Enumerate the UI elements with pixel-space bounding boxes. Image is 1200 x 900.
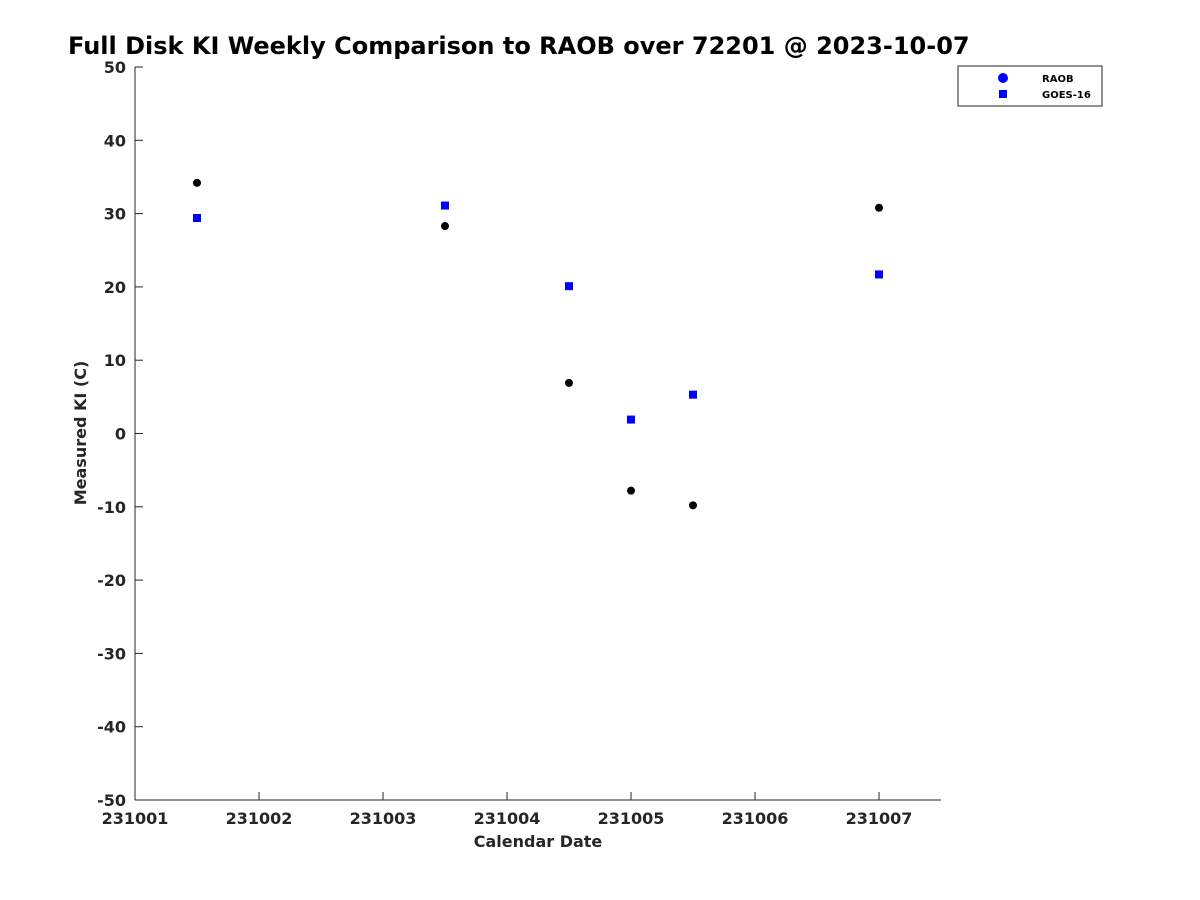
data-point-raob	[193, 178, 201, 187]
legend-box	[957, 65, 1103, 107]
x-tick-label: 231001	[102, 809, 169, 828]
y-tick-label: 30	[104, 205, 126, 224]
plot-marks	[193, 178, 883, 510]
chart-title: Full Disk KI Weekly Comparison to RAOB o…	[68, 32, 970, 60]
y-tick-label: -10	[97, 498, 126, 517]
data-point-goes-16	[441, 201, 449, 210]
y-tick-label: -20	[97, 571, 126, 590]
y-tick-label: -40	[97, 718, 126, 737]
y-tick-label: -30	[97, 644, 126, 663]
y-tick-label: 40	[104, 131, 126, 150]
x-tick-label: 231005	[598, 809, 665, 828]
y-axis-label: Measured KI (C)	[71, 361, 90, 506]
data-point-goes-16	[193, 213, 201, 222]
data-point-goes-16	[565, 282, 573, 291]
legend-marker-circle	[998, 73, 1008, 83]
x-tick-label: 231006	[722, 809, 789, 828]
x-tick-label: 231002	[226, 809, 293, 828]
data-point-raob	[441, 222, 449, 231]
series-goes-16	[193, 201, 883, 424]
data-point-raob	[875, 203, 883, 212]
data-point-goes-16	[689, 390, 697, 399]
y-tick-label: 10	[104, 351, 126, 370]
series-raob	[193, 178, 883, 510]
legend-label: GOES-16	[1042, 90, 1091, 101]
data-point-raob	[627, 486, 635, 495]
y-tick-label: -50	[97, 791, 126, 810]
y-tick-label: 50	[104, 58, 126, 77]
x-tick-label: 231003	[350, 809, 417, 828]
data-point-goes-16	[875, 270, 883, 279]
data-point-raob	[689, 501, 697, 510]
data-point-raob	[565, 378, 573, 387]
y-tick-label: 20	[104, 278, 126, 297]
x-axis-label: Calendar Date	[474, 832, 603, 851]
x-tick-label: 231004	[474, 809, 541, 828]
legend-marker-square	[999, 90, 1007, 98]
data-point-goes-16	[627, 415, 635, 424]
legend: RAOB GOES-16	[957, 65, 1103, 107]
x-tick-label: 231007	[846, 809, 913, 828]
legend-label: RAOB	[1042, 74, 1074, 85]
y-tick-label: 0	[115, 425, 126, 444]
